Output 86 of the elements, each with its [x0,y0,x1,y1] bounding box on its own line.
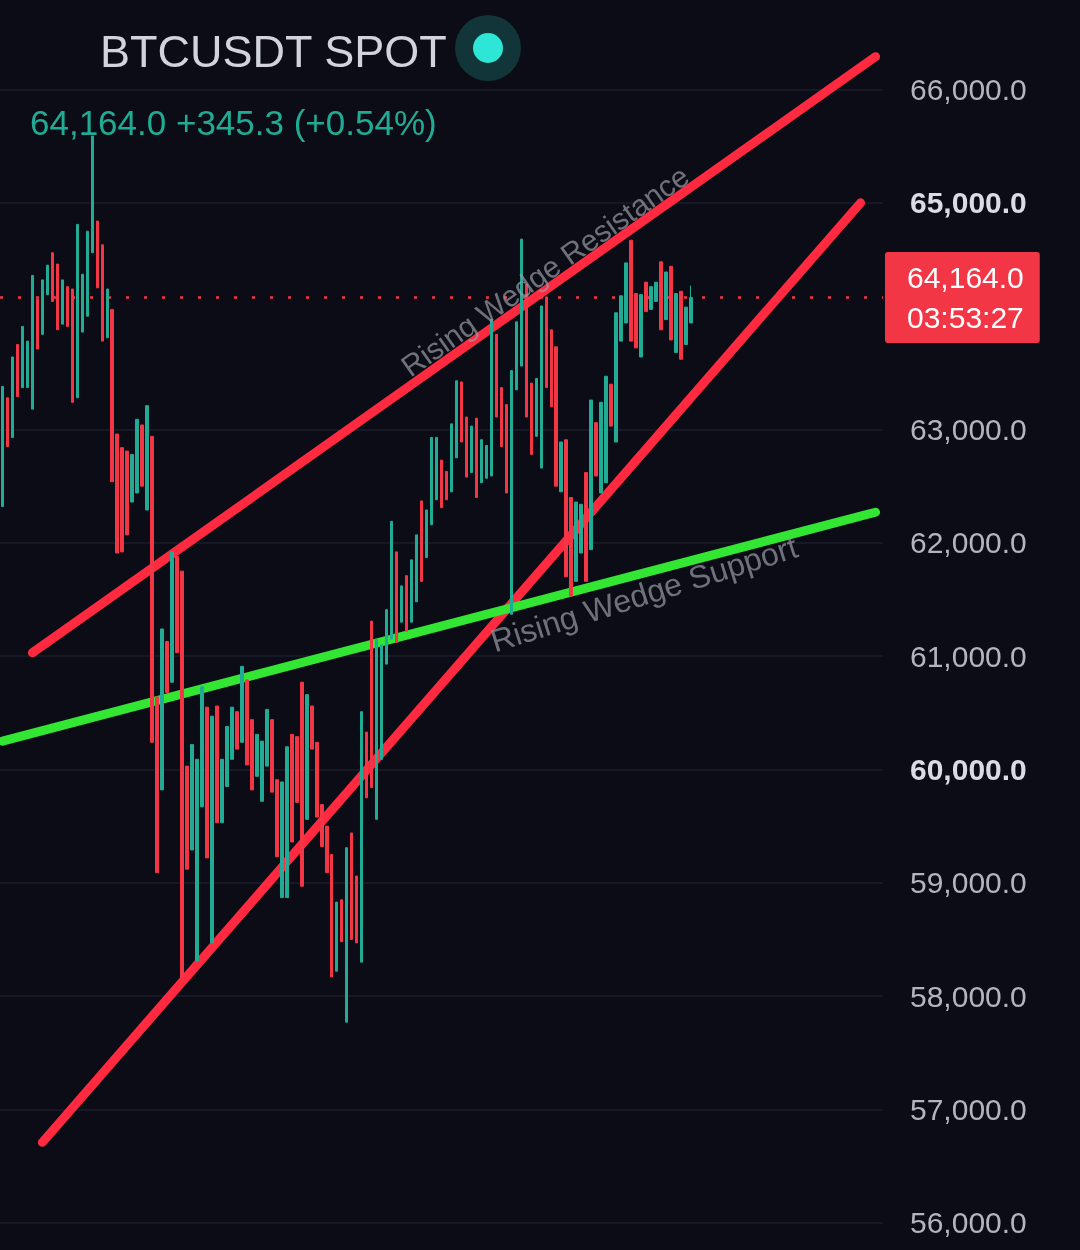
text: 64,164.0 +345.3 (+0.54%) [30,103,437,142]
candlestick [395,551,398,644]
candlestick [235,711,239,750]
candlestick [96,220,99,289]
candlestick [475,417,478,499]
candlestick [345,847,348,1023]
candlestick [160,628,164,791]
candlestick [385,609,388,665]
candlestick [415,534,418,603]
candlestick [440,459,443,509]
candlestick [495,333,498,418]
candlestick [6,397,9,448]
candlestick [470,425,473,474]
candlestick [215,705,219,824]
candlestick [76,223,79,399]
y-tick-label: 66,000.0 [910,73,1027,107]
candlestick [455,380,458,459]
candlestick [350,832,353,940]
candlestick [21,325,24,389]
candlestick [530,382,533,455]
candlestick [26,340,29,389]
ref-line-label: 64,164.0 03:53:27 [907,261,1024,335]
candlestick [480,439,483,484]
candlestick [205,706,209,859]
candlestick [515,321,518,391]
candlestick [81,273,84,333]
candlestick [355,875,358,944]
y-tick-label: 62,000.0 [910,526,1027,560]
candlestick [305,694,309,820]
candlestick [405,575,408,632]
candlestick [400,585,403,623]
candlestick [465,416,468,478]
candlestick [165,640,169,693]
text: BTCUSDT SPOT [100,26,447,77]
y-tick-label: 65,000.0 [910,186,1027,220]
candlestick [170,551,174,683]
annotation: Rising Wedge Support [486,528,802,660]
candlestick [360,711,363,963]
candlestick [674,293,678,353]
candlestick [390,520,393,640]
y-tick-label: 57,000.0 [910,1092,1027,1126]
candlestick [445,470,448,501]
candlestick [365,731,368,799]
candlestick [375,638,378,820]
candlestick [410,559,413,623]
candlestick [425,509,428,559]
y-tick-label: 61,000.0 [910,639,1027,673]
candlestick [420,500,423,582]
candlestick [31,274,34,410]
candlestick [505,404,508,494]
candlestick [340,899,343,943]
candlestick [1,385,4,508]
candlestick [11,356,14,438]
candlestick [460,381,463,443]
candlestick [41,279,44,335]
candlestick [145,405,149,511]
candlestick [16,344,19,398]
candlestick [609,383,613,427]
candlestick [380,644,383,760]
candlestick [435,436,438,501]
candlestick [664,271,668,321]
candlestick [639,294,643,358]
y-tick-label: 63,000.0 [910,413,1027,447]
candlestick [430,436,433,526]
candlestick [86,230,89,317]
candlestick [46,264,49,296]
y-tick-label: 60,000.0 [910,752,1027,786]
candlestick [101,244,104,342]
candlestick [210,715,214,944]
candlestick [370,620,373,789]
candlestick [485,444,488,479]
candlestick [240,665,244,743]
y-tick-label: 59,000.0 [910,866,1027,900]
candlestick [140,424,144,487]
candlestick [559,441,563,493]
candlestick [594,422,598,477]
candlestick [61,279,64,325]
candlestick [450,423,453,493]
candlestick [66,286,69,327]
candlestick [106,288,109,339]
y-tick-label: 56,000.0 [910,1206,1027,1240]
candlestick [500,387,503,448]
candlestick [535,378,538,437]
y-tick-label: 58,000.0 [910,979,1027,1013]
candlestick [589,399,593,551]
candlestick [335,901,338,972]
